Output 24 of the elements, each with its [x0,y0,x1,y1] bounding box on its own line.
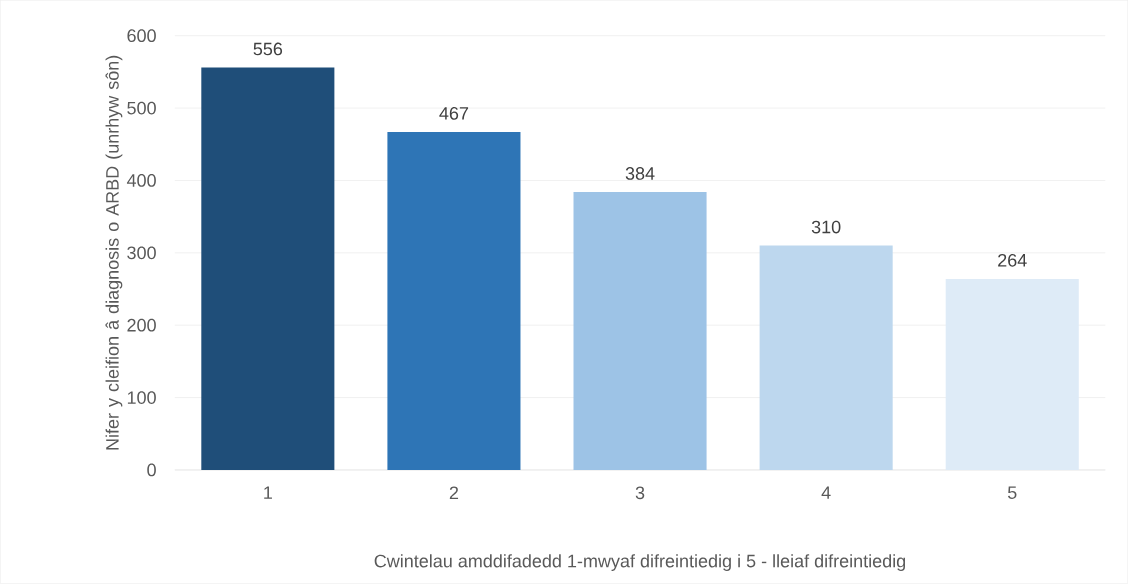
data-label: 310 [811,220,841,234]
y-tick-label: 600 [127,29,156,43]
x-tick-label: 4 [821,486,831,499]
x-tick-label: 2 [449,486,459,500]
data-label: 264 [998,254,1027,267]
y-tick-label: 300 [127,246,156,260]
x-tick-label: 3 [635,486,645,500]
bar [945,279,1079,471]
bar [201,67,335,471]
y-tick-label: 500 [127,101,156,115]
x-tick-label: 1 [264,486,272,499]
y-tick-label: 200 [127,318,156,332]
y-tick-label: 400 [126,174,156,187]
bar [759,245,893,471]
data-label: 384 [625,167,655,180]
y-tick-label: 0 [147,463,156,477]
bar [573,192,707,471]
bar [387,132,521,471]
y-axis-title: Nifer y cleifion â diagnosis o ARBD (unrhyw sôn) [105,55,123,450]
x-axis-title: Cwintelau amddifadedd 1-mwyaf difreintiedig i 5 - lleiaf difreintiedig [374,554,906,572]
data-label: 556 [253,42,283,56]
x-tick-label: 5 [1007,486,1017,500]
data-label: 467 [439,107,469,120]
y-tick-label: 100 [127,391,156,405]
